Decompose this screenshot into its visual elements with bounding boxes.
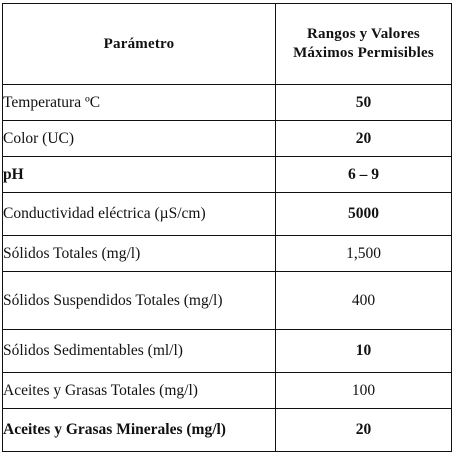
value-cell: 1,500 [275,235,452,272]
table-row: Aceites y Grasas Totales (mg/l) 100 [2,372,452,409]
table-row: Conductividad eléctrica (µS/cm) 5000 [2,192,452,236]
table-header-row: Parámetro Rangos y Valores Máximos Permi… [2,3,452,85]
value-cell: 6 – 9 [275,156,452,193]
parameters-table: Parámetro Rangos y Valores Máximos Permi… [2,3,452,452]
table-row: Sólidos Suspendidos Totales (mg/l) 400 [2,271,452,330]
header-parameter: Parámetro [2,3,276,85]
table-row: Aceites y Grasas Minerales (mg/l) 20 [2,408,452,452]
value-cell: 400 [275,271,452,330]
header-max-values-line2: Máximos Permisibles [293,45,434,61]
table-row: Temperatura ºC 50 [2,84,452,121]
table-row: Sólidos Sedimentables (ml/l) 10 [2,329,452,373]
value-cell: 20 [275,120,452,157]
value-cell: 20 [275,408,452,452]
value-cell: 50 [275,84,452,121]
parameter-cell: Sólidos Sedimentables (ml/l) [2,329,276,373]
value-cell: 5000 [275,192,452,236]
table-row: Sólidos Totales (mg/l) 1,500 [2,235,452,272]
parameter-cell: Aceites y Grasas Minerales (mg/l) [2,408,276,452]
parameter-cell: Conductividad eléctrica (µS/cm) [2,192,276,236]
table-row: pH 6 – 9 [2,156,452,193]
table-row: Color (UC) 20 [2,120,452,157]
parameter-cell: Aceites y Grasas Totales (mg/l) [2,372,276,409]
parameter-cell: Sólidos Suspendidos Totales (mg/l) [2,271,276,330]
header-max-values-line1: Rangos y Valores [307,26,420,43]
value-cell: 10 [275,329,452,373]
parameter-cell: Color (UC) [2,120,276,157]
parameter-cell: pH [2,156,276,193]
value-cell: 100 [275,372,452,409]
parameter-cell: Temperatura ºC [2,84,276,121]
header-max-values: Rangos y Valores Máximos Permisibles [275,3,452,85]
parameter-cell: Sólidos Totales (mg/l) [2,235,276,272]
